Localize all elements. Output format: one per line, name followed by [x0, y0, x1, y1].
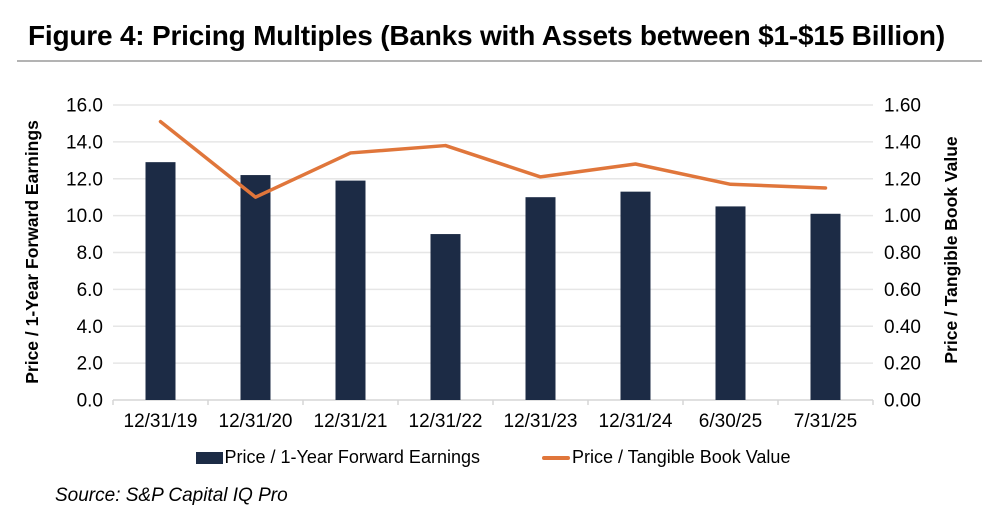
pricing-multiples-chart: 0.0 2.0 4.0 6.0 8.0 10.0 12.0 14.0 16.0 0.00 0.20 0…	[22, 96, 961, 433]
right-axis-tick-label: 1.40	[884, 132, 921, 153]
bar-7/31/25	[810, 213, 841, 400]
right-axis-tick-label: 0.00	[884, 391, 921, 412]
left-axis-tick-label: 12.0	[66, 169, 103, 190]
bar-6/30/25	[715, 206, 746, 400]
legend-label: Price / 1-Year Forward Earnings	[224, 447, 480, 467]
x-axis-label: 12/31/20	[219, 411, 293, 432]
x-axis-label: 12/31/21	[314, 411, 388, 432]
price-tangible-book-line	[158, 119, 828, 199]
bar-12/31/20	[240, 175, 271, 400]
source-note: Source: S&P Capital IQ Pro	[55, 485, 288, 506]
left-axis-tick-label: 0.0	[77, 391, 103, 412]
left-axis-tick-label: 10.0	[66, 206, 103, 227]
left-axis-tick-label: 16.0	[66, 96, 103, 117]
x-axis-label: 12/31/22	[409, 411, 483, 432]
chart-legend: Price / 1-Year Forward Earnings Price / …	[113, 447, 873, 468]
legend-label: Price / Tangible Book Value	[571, 447, 791, 467]
left-axis-tick-label: 2.0	[77, 354, 103, 375]
right-axis-tick-label: 0.60	[884, 280, 921, 301]
bar-12/31/23	[525, 197, 556, 400]
x-axis-label: 7/31/25	[794, 411, 857, 432]
right-axis-tick-label: 1.00	[884, 206, 921, 227]
figure-title: Figure 4: Pricing Multiples (Banks with …	[28, 20, 945, 51]
right-axis-tick-label: 0.20	[884, 354, 921, 375]
right-axis-tick-label: 0.80	[884, 243, 921, 264]
bar-12/31/19	[145, 162, 176, 400]
bar-series-swatch	[195, 451, 223, 464]
x-axis-label: 12/31/23	[504, 411, 578, 432]
legend-item-tangible-book: Price / Tangible Book Value	[541, 447, 791, 468]
legend-item-forward-earnings: Price / 1-Year Forward Earnings	[195, 447, 480, 468]
right-axis-title: Price / Tangible Book Value	[941, 136, 961, 364]
left-axis-tick-label: 4.0	[77, 317, 103, 338]
x-axis-label: 12/31/24	[599, 411, 673, 432]
line-series-swatch	[541, 455, 570, 460]
bar-12/31/22	[430, 234, 461, 400]
title-underline	[17, 60, 982, 62]
left-axis-title: Price / 1-Year Forward Earnings	[22, 120, 42, 384]
right-axis-tick-label: 0.40	[884, 317, 921, 338]
left-axis-tick-label: 8.0	[77, 243, 103, 264]
right-axis-tick-label: 1.20	[884, 169, 921, 190]
bar-12/31/24	[620, 191, 651, 400]
left-axis-tick-label: 14.0	[66, 132, 103, 153]
right-axis-tick-label: 1.60	[884, 96, 921, 117]
bar-12/31/21	[335, 180, 366, 400]
left-axis-tick-label: 6.0	[77, 280, 103, 301]
x-axis-label: 6/30/25	[699, 411, 762, 432]
x-axis-label: 12/31/19	[124, 411, 198, 432]
